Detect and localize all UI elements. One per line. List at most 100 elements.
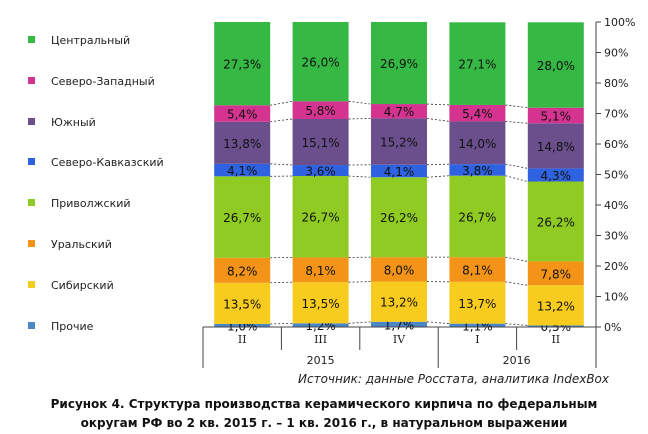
y-tick-label: 60% xyxy=(604,138,628,151)
bar-segment xyxy=(292,282,349,324)
bar-segment xyxy=(527,285,584,326)
bar-segment xyxy=(449,281,506,324)
legend-item: Сибирский xyxy=(28,279,114,292)
data-label: 3,6% xyxy=(305,165,336,179)
connector-line xyxy=(426,175,450,178)
bar-segment xyxy=(527,22,584,108)
data-label: 26,0% xyxy=(302,56,340,70)
legend-label: Северо-Кавказский xyxy=(51,156,164,170)
data-label: 4,1% xyxy=(384,165,415,179)
connector-line xyxy=(505,104,528,109)
legend-item: Уральский xyxy=(28,238,112,251)
legend-label: Северо-Западный xyxy=(51,74,155,88)
bar-segment xyxy=(449,175,506,258)
legend-label: Прочие xyxy=(51,319,94,333)
bar-segment xyxy=(527,181,584,262)
bar-segment xyxy=(214,163,271,177)
data-label: 8,1% xyxy=(305,264,336,278)
bar-segment xyxy=(371,281,427,322)
data-label: 15,2% xyxy=(380,136,418,150)
data-label: 8,2% xyxy=(227,264,258,278)
bar-segment xyxy=(449,22,506,105)
connector-line xyxy=(270,100,293,106)
data-label: 7,8% xyxy=(541,267,572,281)
data-label: 26,7% xyxy=(223,211,261,225)
data-label: 13,5% xyxy=(223,297,261,311)
bar-segment xyxy=(371,22,427,105)
bar-segment xyxy=(292,118,349,166)
stacked-bar-chart: 0%10%20%30%40%50%60%70%80%90%100%1,0%13,… xyxy=(202,16,635,368)
bar-segment xyxy=(214,176,271,258)
connector-line xyxy=(270,163,293,166)
bar-segment xyxy=(449,164,506,176)
bar-segment xyxy=(214,257,271,283)
x-tick-label: I xyxy=(475,333,479,346)
connector-line xyxy=(426,103,450,106)
legend-swatch xyxy=(28,321,35,329)
y-tick-label: 20% xyxy=(604,260,628,273)
data-label: 26,2% xyxy=(380,211,418,225)
bar-segment xyxy=(527,123,584,169)
data-label: 13,2% xyxy=(537,299,575,313)
bar-segment xyxy=(292,176,349,258)
caption-line-2: округам РФ во 2 кв. 2015 г. – 1 кв. 2016… xyxy=(80,416,568,430)
bar-segment xyxy=(449,121,506,165)
bar-segment xyxy=(292,165,349,177)
data-label: 5,4% xyxy=(462,107,493,121)
y-tick-label: 90% xyxy=(604,47,628,60)
data-label: 4,7% xyxy=(384,105,415,119)
bar-segment xyxy=(449,104,506,122)
data-label: 13,5% xyxy=(302,297,340,311)
legend-item: Северо-Кавказский xyxy=(28,156,164,169)
legend-item: Южный xyxy=(28,116,96,129)
data-label: 5,1% xyxy=(541,109,572,123)
connector-line xyxy=(505,281,528,286)
bar-segment xyxy=(214,121,271,164)
x-tick-label: II xyxy=(551,333,560,346)
year-label: 2016 xyxy=(503,354,531,367)
bar-segment xyxy=(371,164,427,178)
data-label: 5,4% xyxy=(227,108,258,122)
legend-item: Центральный xyxy=(28,34,130,47)
y-tick-label: 40% xyxy=(604,199,628,212)
data-label: 28,0% xyxy=(537,59,575,73)
bar-segment xyxy=(527,168,584,182)
bar-segment xyxy=(449,257,506,282)
connector-line xyxy=(270,118,293,123)
bar-segment xyxy=(292,101,349,119)
bar-segment xyxy=(371,177,427,258)
connector-line xyxy=(505,175,528,182)
y-tick-label: 70% xyxy=(604,108,628,121)
data-label: 26,7% xyxy=(458,210,496,224)
data-label: 27,3% xyxy=(223,58,261,72)
connector-line xyxy=(348,281,372,283)
y-tick-label: 0% xyxy=(604,321,621,334)
legend-label: Сибирский xyxy=(51,278,114,292)
connector-line xyxy=(426,163,450,166)
legend-item: Прочие xyxy=(28,320,93,333)
legend-swatch xyxy=(28,76,35,84)
bar-segment xyxy=(292,22,349,102)
bar-segment xyxy=(371,104,427,119)
connector-line xyxy=(505,163,528,169)
bar-segment xyxy=(527,325,584,327)
legend-label: Уральский xyxy=(51,238,112,251)
x-tick-label: III xyxy=(314,333,327,346)
connector-line xyxy=(348,100,372,105)
connector-line xyxy=(348,117,372,120)
connector-line xyxy=(505,121,528,124)
data-label: 26,2% xyxy=(537,215,575,229)
connector-line xyxy=(348,321,372,324)
data-label: 13,2% xyxy=(380,296,418,310)
bar-segment xyxy=(214,105,271,122)
connector-line xyxy=(426,117,450,122)
legend-label: Южный xyxy=(51,115,96,129)
bar-segment xyxy=(214,323,271,327)
bar-segment xyxy=(527,261,584,286)
data-label: 3,8% xyxy=(462,164,493,178)
data-label: 1,7% xyxy=(384,318,415,332)
bar-segment xyxy=(214,282,271,324)
y-tick-label: 50% xyxy=(604,169,628,182)
data-label: 14,0% xyxy=(458,137,496,151)
connector-line xyxy=(505,323,528,326)
